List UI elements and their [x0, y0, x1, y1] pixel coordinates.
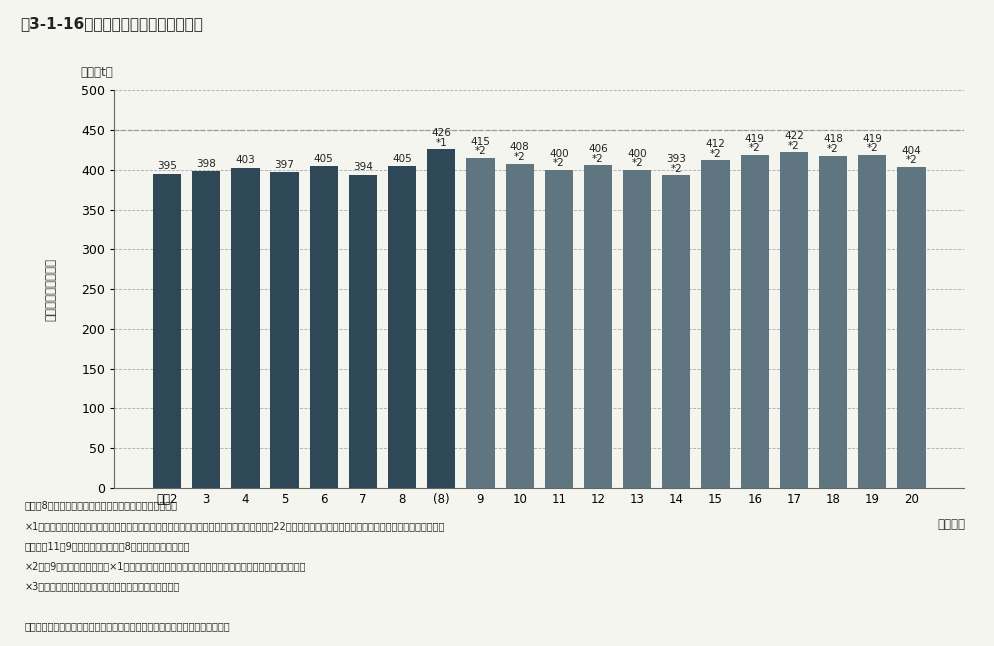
Text: 資料：「産業廃棄物排出・処理状況調査報告書」（平成２年）より環境省作成: 資料：「産業廃棄物排出・処理状況調査報告書」（平成２年）より環境省作成	[25, 621, 231, 630]
Text: 406: 406	[588, 144, 608, 154]
Bar	[898, 167, 925, 488]
Bar	[427, 149, 455, 488]
Text: ×2：平9年度以降の排出量は×1において排出量を算出した際と同じ前提条件を用いて算出している。: ×2：平9年度以降の排出量は×1において排出量を算出した際と同じ前提条件を用いて…	[25, 561, 306, 570]
Text: *2: *2	[867, 143, 878, 153]
Text: 419: 419	[863, 134, 883, 143]
Bar	[232, 167, 259, 488]
Bar	[349, 174, 377, 488]
Text: （年度）: （年度）	[937, 518, 965, 531]
Text: 408: 408	[510, 142, 530, 152]
Text: *2: *2	[553, 158, 565, 169]
Text: 405: 405	[393, 154, 412, 163]
Bar	[858, 155, 887, 488]
Text: 398: 398	[196, 159, 216, 169]
Text: 注：平8年度から排出量の推計方法を一部変更している。: 注：平8年度から排出量の推計方法を一部変更している。	[25, 501, 178, 510]
Bar	[545, 170, 573, 488]
Text: 419: 419	[745, 134, 764, 143]
Bar	[662, 176, 691, 488]
Text: 426: 426	[431, 128, 451, 138]
Bar	[270, 172, 298, 488]
Text: 産業廃棄物の排出量: 産業廃棄物の排出量	[44, 258, 57, 320]
Text: 412: 412	[706, 140, 726, 149]
Text: *2: *2	[788, 141, 800, 151]
Text: （平11年9月設定）における平8年度の排出量を示す。: （平11年9月設定）における平8年度の排出量を示す。	[25, 541, 190, 550]
Text: ×3：対象は廃棄物処理法に規定する産業廃棄物１９種類: ×3：対象は廃棄物処理法に規定する産業廃棄物１９種類	[25, 581, 180, 590]
Bar	[506, 163, 534, 488]
Text: 400: 400	[549, 149, 569, 159]
Text: 395: 395	[157, 162, 177, 171]
Bar	[741, 155, 768, 488]
Text: *2: *2	[710, 149, 722, 159]
Text: *1: *1	[435, 138, 447, 148]
Bar	[192, 171, 221, 488]
Bar	[583, 165, 612, 488]
Text: ×1：ダイオキシン対策基本方針（ダイオキシン対策関係閣僚会議決定）に基づき、政府が平22年度を目標年度として設定した「廃棄物の減量化の目標量」: ×1：ダイオキシン対策基本方針（ダイオキシン対策関係閣僚会議決定）に基づき、政府…	[25, 521, 445, 530]
Bar	[623, 170, 651, 488]
Bar	[780, 152, 808, 488]
Bar	[702, 160, 730, 488]
Text: 400: 400	[627, 149, 647, 159]
Text: 405: 405	[314, 154, 334, 163]
Bar	[819, 156, 847, 488]
Text: 403: 403	[236, 155, 255, 165]
Text: *2: *2	[906, 155, 917, 165]
Text: 393: 393	[666, 154, 686, 164]
Text: *2: *2	[474, 147, 486, 156]
Text: *2: *2	[592, 154, 604, 163]
Bar	[388, 166, 416, 488]
Text: 418: 418	[823, 134, 843, 145]
Text: *2: *2	[671, 164, 682, 174]
Text: 422: 422	[784, 131, 804, 141]
Text: 図3-1-16　産業廃棄物の排出量の推移: 図3-1-16 産業廃棄物の排出量の推移	[20, 16, 203, 31]
Bar	[466, 158, 495, 488]
Bar	[310, 166, 338, 488]
Text: *2: *2	[748, 143, 760, 153]
Text: 404: 404	[902, 145, 921, 156]
Bar	[153, 174, 181, 488]
Text: *2: *2	[827, 144, 839, 154]
Text: 415: 415	[470, 137, 490, 147]
Text: 394: 394	[353, 162, 373, 172]
Text: *2: *2	[514, 152, 526, 162]
Text: *2: *2	[631, 158, 643, 169]
Text: 397: 397	[274, 160, 294, 170]
Text: （百万t）: （百万t）	[81, 65, 113, 79]
